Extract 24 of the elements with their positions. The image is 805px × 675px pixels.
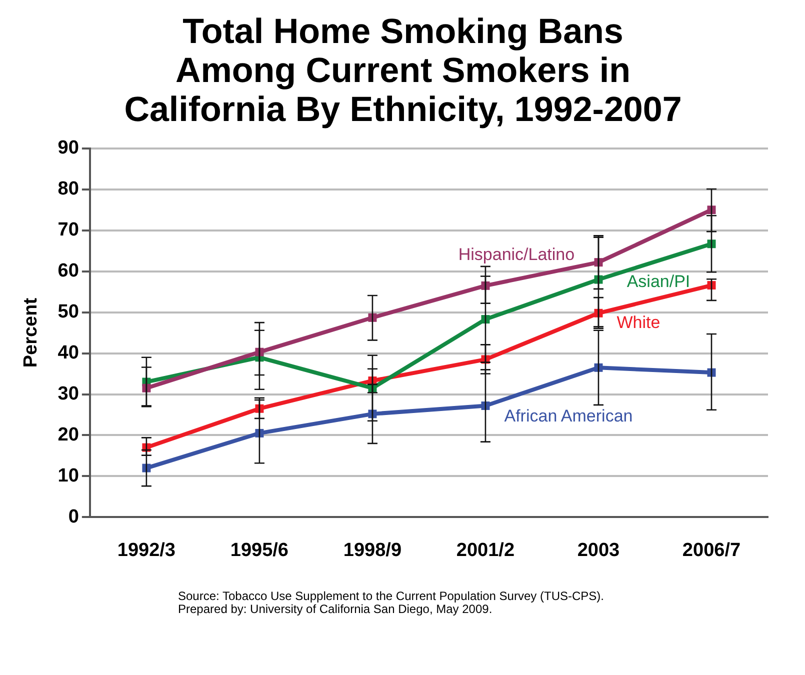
text: Prepared by: University of California San Diego, May 2009. (178, 602, 492, 618)
series-label: White (616, 312, 660, 332)
chart-title: Total Home Smoking Bans Among Current Smokers in California By Ethnicity, 1992-2007 (123, 12, 683, 130)
x-tick-label: 2003 (577, 539, 620, 560)
x-tick-label: 1998/9 (343, 539, 402, 560)
y-tick-label: 40 (58, 342, 79, 364)
series-label: Hispanic/Latino (458, 244, 575, 264)
y-tick-label: 80 (58, 178, 79, 200)
y-tick-label: 60 (58, 260, 79, 282)
y-tick-label: 0 (68, 506, 79, 527)
source-note: Source: Tobacco Use Supplement to the Current Population Survey (TUS-CPS). (178, 588, 605, 604)
y-tick-label: 10 (58, 465, 79, 486)
series-label: African American (504, 406, 633, 425)
y-tick-label: 70 (58, 219, 79, 240)
x-tick-label: 2006/7 (682, 539, 741, 560)
x-tick-label: 1995/6 (230, 539, 289, 560)
y-tick-label: 90 (58, 137, 79, 158)
x-tick-label: 2001/2 (456, 539, 515, 560)
series-label: Asian/PI (626, 272, 690, 291)
y-axis-title: Percent (20, 296, 42, 368)
y-tick-label: 50 (58, 301, 79, 322)
y-tick-label: 30 (58, 383, 79, 404)
y-tick-label: 20 (58, 424, 79, 446)
x-tick-label: 1992/3 (117, 539, 176, 560)
